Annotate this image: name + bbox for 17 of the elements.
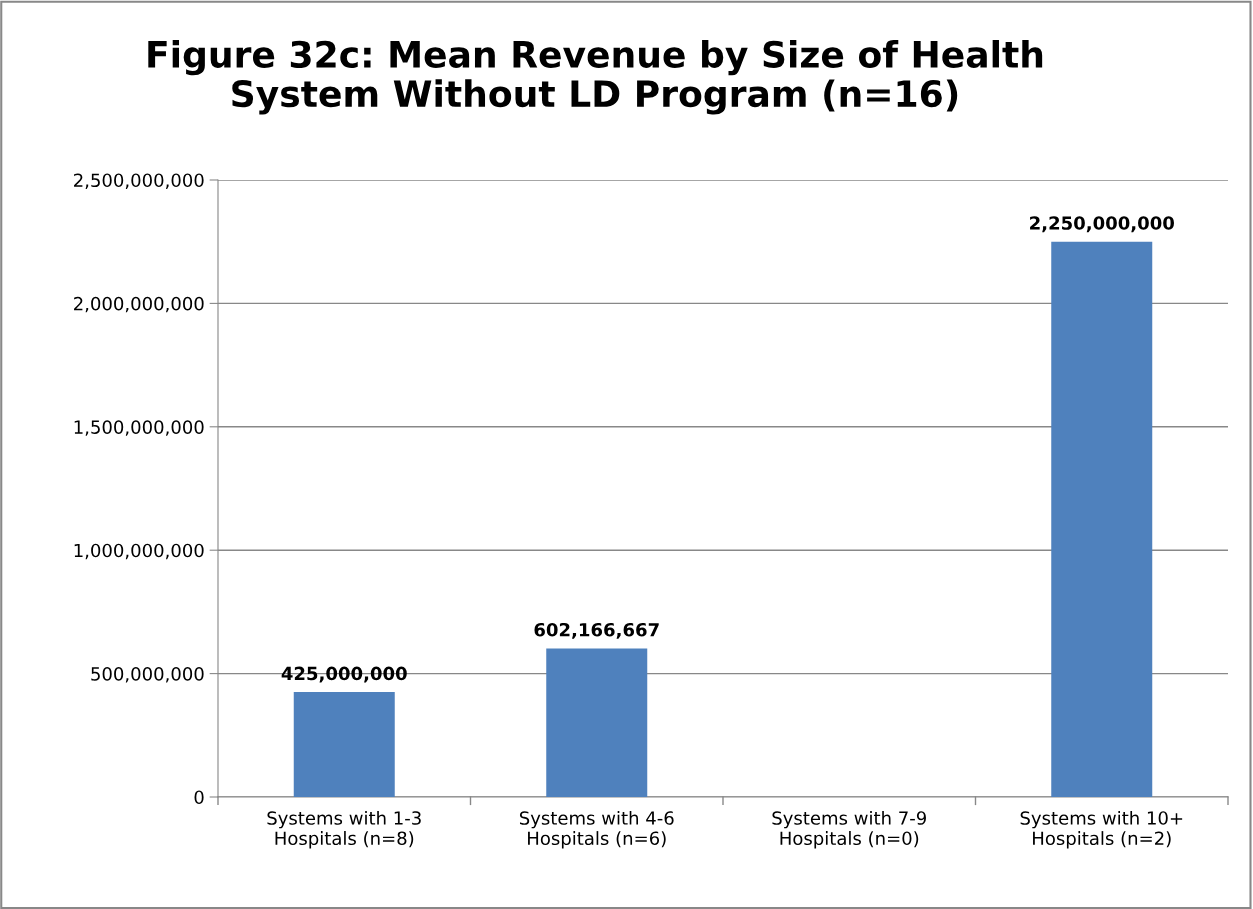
x-tick-label: Systems with 7-9 Hospitals (n=0) — [772, 810, 926, 849]
y-tick-label: 500,000,000 — [91, 667, 204, 683]
y-tick-label: 1,000,000,000 — [74, 543, 204, 560]
y-tick-label: 2,000,000,000 — [74, 296, 204, 313]
data-label: 425,000,000 — [281, 666, 407, 683]
bar — [293, 692, 395, 797]
bar — [1051, 241, 1153, 797]
y-tick-label: 2,500,000,000 — [74, 173, 204, 189]
chart-title: Figure 32c: Mean Revenue by Size of Health System Without LD Program (n=16) — [148, 40, 1043, 115]
data-label: 2,250,000,000 — [1030, 216, 1174, 233]
data-label: 602,166,667 — [534, 622, 659, 639]
x-tick-label: Systems with 1-3 Hospitals (n=8) — [267, 810, 421, 849]
x-tick-label: Systems with 10+ Hospitals (n=2) — [1020, 810, 1183, 849]
x-tick-label: Systems with 4-6 Hospitals (n=6) — [519, 810, 674, 849]
bar — [546, 648, 648, 797]
y-tick-label: 0 — [194, 790, 204, 805]
y-tick-label: 1,500,000,000 — [74, 420, 204, 436]
